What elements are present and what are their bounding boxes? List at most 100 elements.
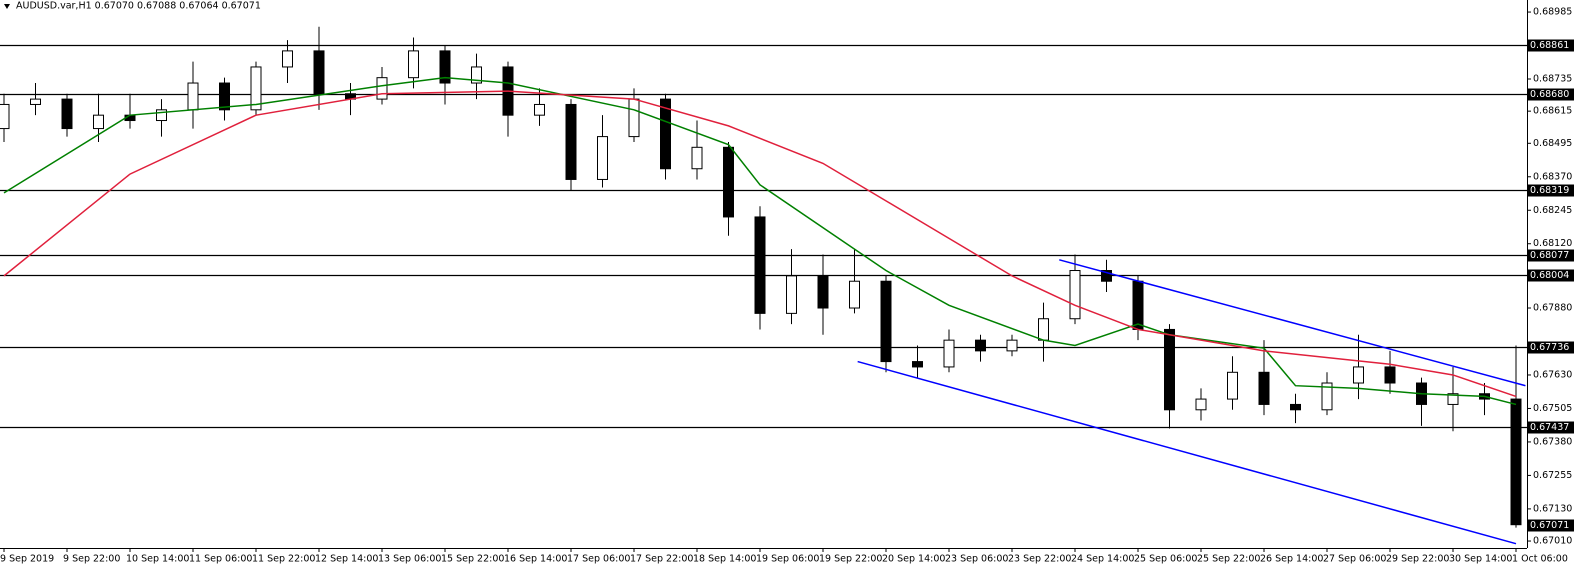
candle-body xyxy=(1132,280,1144,330)
candle-body xyxy=(943,339,955,368)
y-tick-label: 0.68370 xyxy=(1533,171,1572,182)
candle-body xyxy=(975,339,986,352)
x-tick-label: 9 Sep 2019 xyxy=(0,554,54,565)
candle-body xyxy=(1353,366,1364,384)
x-tick-label: 13 Sep 06:00 xyxy=(378,554,441,565)
level-label-box xyxy=(1528,269,1574,282)
level-label-box xyxy=(1528,249,1574,262)
candle-body xyxy=(1038,318,1049,341)
candle-body xyxy=(691,146,703,170)
y-tick-label: 0.67255 xyxy=(1533,470,1572,481)
last-price-box xyxy=(1528,519,1574,532)
candle-body xyxy=(156,109,167,122)
candle-body xyxy=(1510,398,1522,526)
x-tick-label: 27 Sep 06:00 xyxy=(1323,554,1386,565)
x-tick-label: 9 Sep 22:00 xyxy=(63,554,120,565)
last-price-label: 0.67071 xyxy=(1530,520,1569,531)
x-tick-label: 15 Sep 22:00 xyxy=(441,554,504,565)
candle-body xyxy=(250,66,262,111)
channel-line xyxy=(1059,259,1526,387)
candle-body xyxy=(1101,270,1112,282)
candle-body xyxy=(723,146,734,218)
candle-body xyxy=(817,275,829,309)
x-tick-label: 23 Sep 22:00 xyxy=(1008,554,1071,565)
level-label: 0.68861 xyxy=(1530,40,1569,51)
x-tick-label: 29 Sep 22:00 xyxy=(1386,554,1449,565)
moving-average xyxy=(3,76,1517,406)
x-tick-label: 19 Sep 06:00 xyxy=(756,554,819,565)
y-tick-label: 0.67010 xyxy=(1533,536,1572,547)
level-label-box xyxy=(1528,88,1574,101)
level-label: 0.68077 xyxy=(1530,250,1569,261)
plot-area xyxy=(0,26,1527,545)
x-tick-label: 30 Sep 14:00 xyxy=(1449,554,1512,565)
y-tick-label: 0.68735 xyxy=(1533,74,1572,85)
y-tick-label: 0.68615 xyxy=(1533,106,1572,117)
candle-body xyxy=(1006,339,1018,352)
candle-body xyxy=(282,50,293,68)
candle-body xyxy=(471,66,482,84)
candle-body xyxy=(534,103,545,116)
candle-body xyxy=(1227,371,1238,400)
level-label: 0.68004 xyxy=(1530,270,1569,281)
candle-body xyxy=(1164,328,1175,411)
candle-body xyxy=(880,280,892,363)
y-tick-label: 0.68495 xyxy=(1533,138,1572,149)
candle-body xyxy=(0,103,10,130)
x-tick-label: 1 Oct 06:00 xyxy=(1512,554,1568,565)
moving-average xyxy=(3,90,1517,398)
candle-body xyxy=(408,50,419,79)
candle-body xyxy=(439,50,451,84)
y-tick-label: 0.67380 xyxy=(1533,436,1572,447)
y-tick-label: 0.67505 xyxy=(1533,403,1572,414)
x-tick-label: 25 Sep 22:00 xyxy=(1197,554,1260,565)
candle-body xyxy=(1258,371,1270,405)
candle-body xyxy=(61,98,73,130)
candle-body xyxy=(1384,366,1396,384)
candle-body xyxy=(786,275,797,314)
x-tick-label: 26 Sep 14:00 xyxy=(1260,554,1323,565)
x-tick-label: 20 Sep 14:00 xyxy=(882,554,945,565)
candle-body xyxy=(754,216,766,314)
x-tick-label: 10 Sep 14:00 xyxy=(126,554,189,565)
candle-body xyxy=(219,82,230,111)
candle-body xyxy=(1195,398,1207,411)
x-tick-label: 18 Sep 14:00 xyxy=(693,554,756,565)
x-tick-label: 11 Sep 22:00 xyxy=(252,554,315,565)
header-arrow xyxy=(4,4,10,9)
x-tick-label: 16 Sep 14:00 xyxy=(504,554,567,565)
candle-body xyxy=(1447,393,1459,405)
candle-body xyxy=(628,98,640,138)
candle-body xyxy=(313,50,325,95)
level-label-box xyxy=(1528,341,1574,354)
candle-body xyxy=(849,280,860,309)
y-tick-label: 0.67130 xyxy=(1533,503,1572,514)
level-label-box xyxy=(1528,421,1574,434)
candle-body xyxy=(565,103,577,180)
level-label: 0.67736 xyxy=(1530,342,1569,353)
chart-title: AUDUSD.var,H1 0.67070 0.67088 0.67064 0.… xyxy=(16,1,261,12)
y-tick-label: 0.67630 xyxy=(1533,369,1572,380)
level-label-box xyxy=(1528,184,1574,197)
x-tick-label: 19 Sep 22:00 xyxy=(819,554,882,565)
level-label-box xyxy=(1528,39,1574,52)
candle-body xyxy=(912,361,923,368)
x-tick-label: 12 Sep 14:00 xyxy=(315,554,378,565)
candle-body xyxy=(597,136,608,180)
x-tick-label: 24 Sep 14:00 xyxy=(1071,554,1134,565)
candle-body xyxy=(1321,382,1333,411)
candle-body xyxy=(376,77,388,100)
candle-body xyxy=(187,82,199,111)
x-tick-label: 11 Sep 06:00 xyxy=(189,554,252,565)
y-tick-label: 0.68120 xyxy=(1533,238,1572,249)
level-label: 0.67437 xyxy=(1530,422,1569,433)
x-tick-label: 23 Sep 06:00 xyxy=(945,554,1008,565)
candle-body xyxy=(93,114,104,130)
x-tick-label: 25 Sep 06:00 xyxy=(1134,554,1197,565)
y-tick-label: 0.67880 xyxy=(1533,303,1572,314)
level-label: 0.68680 xyxy=(1530,89,1569,100)
x-tick-label: 17 Sep 06:00 xyxy=(567,554,630,565)
channel-line xyxy=(857,360,1517,545)
candle-body xyxy=(660,98,671,170)
